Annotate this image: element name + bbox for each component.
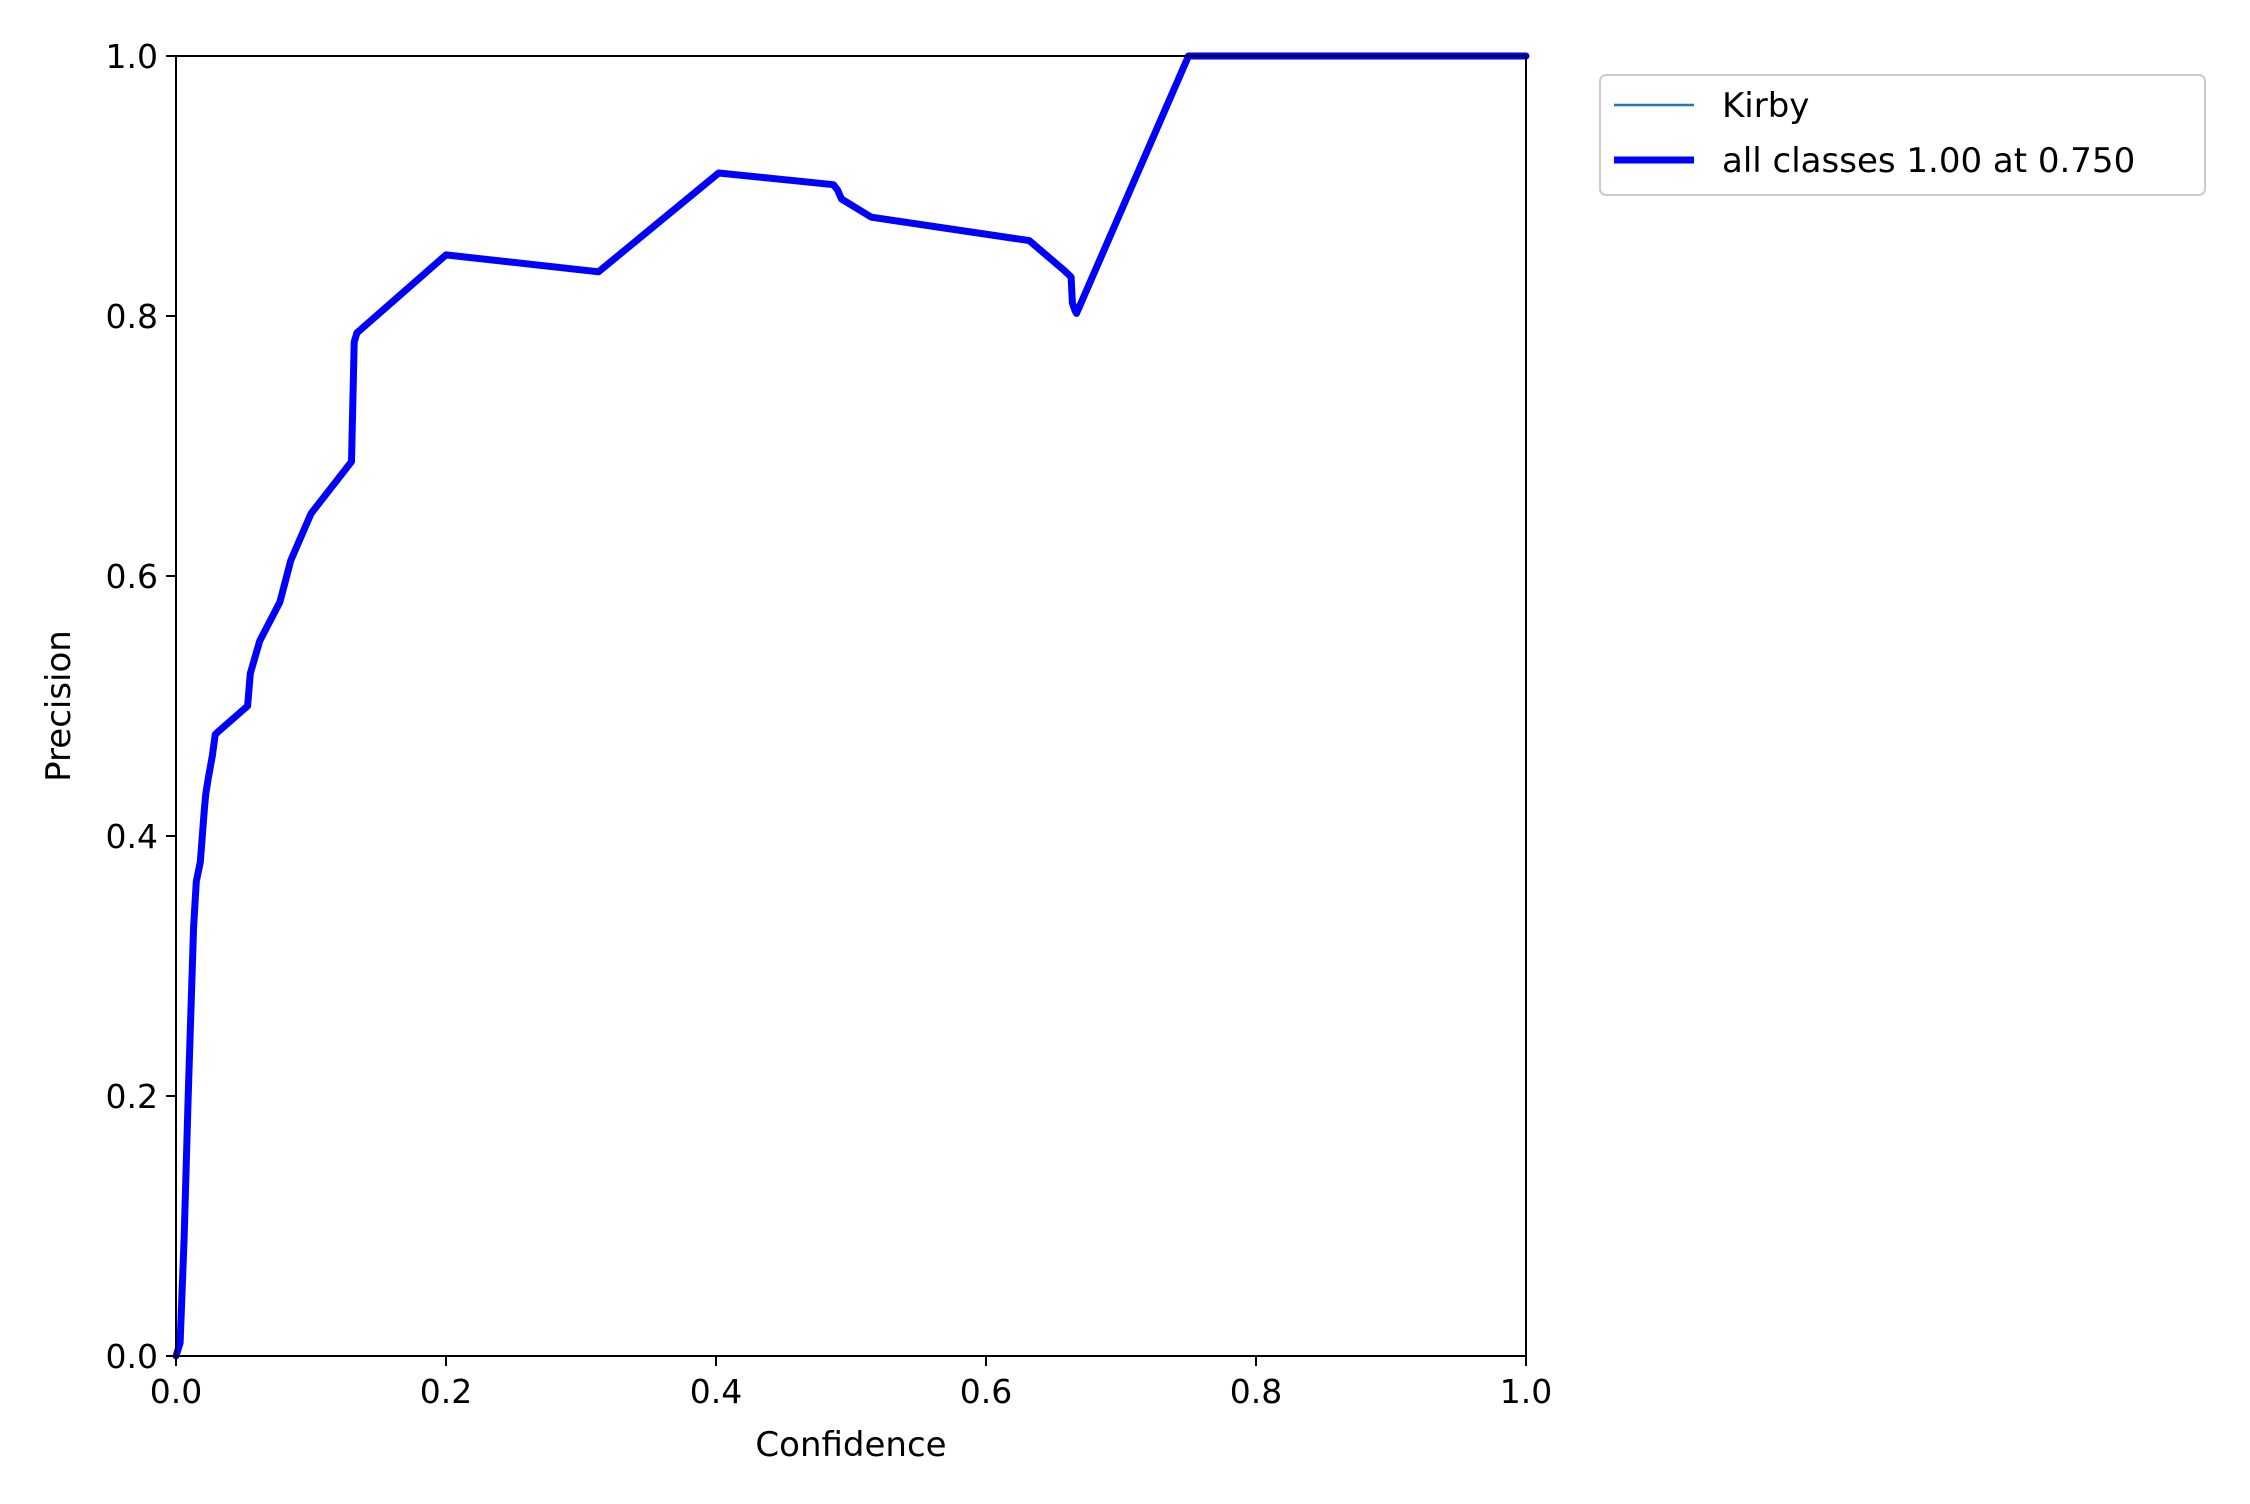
plot-area-frame [175,55,1527,1357]
series-line-1 [172,52,1530,1360]
axis-ticks: 0.0 0.2 0.4 0.6 0.8 1.0 0.0 0.2 0.4 0.6 0.8 1.0 [106,37,1553,1411]
y-tick-label: 0.2 [106,1077,158,1116]
series-layer [172,52,1530,1360]
x-tick-label: 0.2 [420,1372,472,1411]
x-tick-label: 0.8 [1230,1372,1282,1411]
legend-label-all-classes: all classes 1.00 at 0.750 [1722,141,2135,181]
y-axis-label: Precision [39,630,79,782]
legend: Kirby all classes 1.00 at 0.750 [1599,74,2206,196]
x-tick-label: 0.6 [960,1372,1012,1411]
x-tick-label: 0.4 [690,1372,742,1411]
legend-label-kirby: Kirby [1722,86,1809,126]
x-tick-label: 0.0 [150,1372,202,1411]
y-tick-label: 0.4 [106,817,158,856]
y-tick-label: 1.0 [106,37,158,76]
x-tick-label: 1.0 [1500,1372,1552,1411]
y-tick-label: 0.6 [106,557,158,596]
y-tick-label: 0.0 [106,1337,158,1376]
series-line-0 [174,54,1528,1358]
x-axis-label: Confidence [755,1425,946,1465]
y-tick-label: 0.8 [106,297,158,336]
legend-box [1599,74,2206,196]
